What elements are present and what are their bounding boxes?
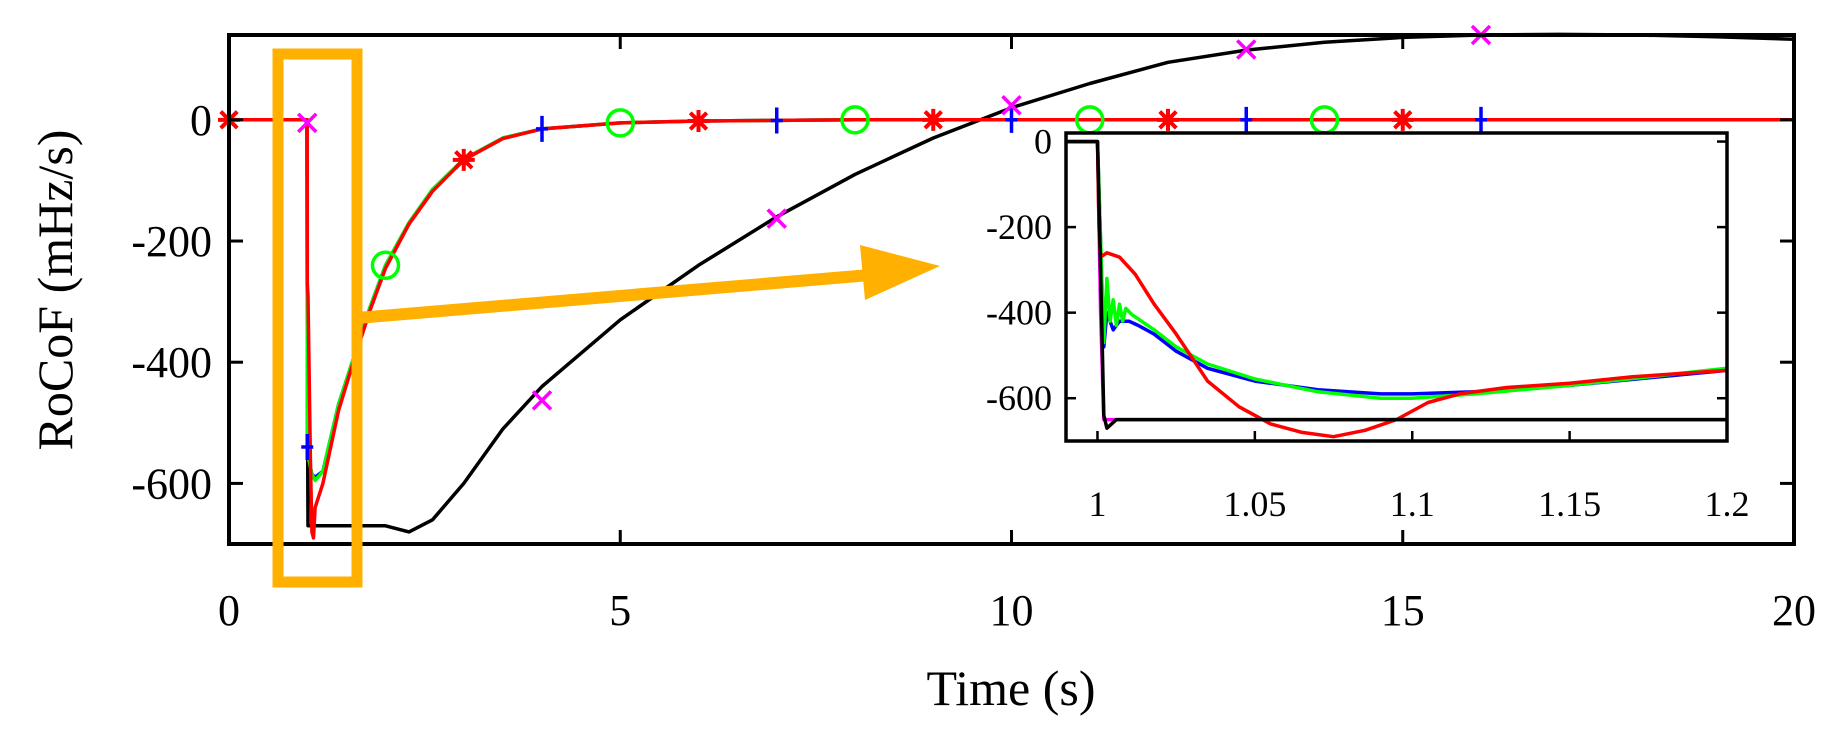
inset-y-tick-label-0: 0 xyxy=(1034,122,1052,162)
marker-green-2 xyxy=(840,105,870,135)
y-tick-label-1: -200 xyxy=(131,217,212,266)
y-tick-label-0: 0 xyxy=(190,96,212,145)
inset-y-tick-label-3: -600 xyxy=(986,378,1052,418)
marker-magenta-1 xyxy=(531,390,553,411)
inset-x-tick-label-0: 1 xyxy=(1088,484,1106,524)
marker-blue-5 xyxy=(1475,106,1487,133)
x-tick-label-1: 5 xyxy=(609,586,631,635)
y-tick-label-2: -400 xyxy=(131,338,212,387)
marker-red-4 xyxy=(1157,108,1179,131)
inset-x-tick-label-3: 1.15 xyxy=(1538,484,1601,524)
inset-ticks-group xyxy=(1066,140,1729,441)
marker-blue-0 xyxy=(301,434,314,461)
inset-x-tick-label-4: 1.2 xyxy=(1705,484,1750,524)
y-axis-label: RoCoF (mHz/s) xyxy=(27,130,83,451)
marker-blue-2 xyxy=(770,107,783,134)
marker-blue-1 xyxy=(536,115,548,142)
inset-y-tick-label-1: -200 xyxy=(986,207,1052,247)
inset-x-tick-label-1: 1.05 xyxy=(1223,484,1286,524)
zoom-arrow-head xyxy=(860,245,940,300)
marker-red-2 xyxy=(687,110,710,133)
main-plot: 0 5 10 15 200-200-400-600 Time (s) RoCoF (mH… xyxy=(27,24,1816,716)
marker-blue-4 xyxy=(1240,106,1253,133)
marker-green-1 xyxy=(605,108,635,138)
marker-green-0 xyxy=(370,250,401,281)
x-tick-label-0: 0 xyxy=(218,586,240,635)
inset-series-line-green xyxy=(1066,139,1728,400)
inset-plot-frame xyxy=(1064,131,1729,443)
main-markers-group xyxy=(218,24,1492,461)
marker-magenta-0 xyxy=(297,112,318,134)
inset-series-line-red xyxy=(1066,139,1728,439)
inset-plot: 1 1.05 1.1 1.15 1.2 0 -200 -400 -600 xyxy=(986,122,1750,524)
x-tick-label-4: 20 xyxy=(1772,586,1816,635)
zoom-highlight xyxy=(272,48,940,588)
main-ticks-group xyxy=(227,35,1796,544)
marker-magenta-4 xyxy=(1236,39,1257,60)
marker-red-3 xyxy=(922,108,945,131)
inset-tick-labels-group: 1 1.05 1.1 1.15 1.2 0 -200 -400 -600 xyxy=(986,122,1750,524)
marker-red-5 xyxy=(1391,108,1414,131)
marker-blue-3 xyxy=(1005,106,1018,133)
marker-magenta-2 xyxy=(766,208,787,229)
inset-x-tick-label-2: 1.1 xyxy=(1390,484,1435,524)
inset-series-line-black xyxy=(1066,139,1727,430)
x-tick-label-3: 15 xyxy=(1381,586,1425,635)
zoom-arrow-line xyxy=(356,269,871,324)
x-tick-label-2: 10 xyxy=(990,586,1034,635)
x-axis-label: Time (s) xyxy=(926,660,1095,716)
series-line-red xyxy=(229,118,1794,540)
inset-series-group xyxy=(1066,139,1728,439)
marker-red-1 xyxy=(452,148,475,171)
main-tick-labels-group: 0 5 10 15 200-200-400-600 xyxy=(131,96,1816,635)
y-tick-label-3: -600 xyxy=(131,459,212,508)
marker-magenta-3 xyxy=(1001,95,1022,116)
inset-background xyxy=(1066,133,1727,441)
inset-y-tick-label-2: -400 xyxy=(986,293,1052,333)
